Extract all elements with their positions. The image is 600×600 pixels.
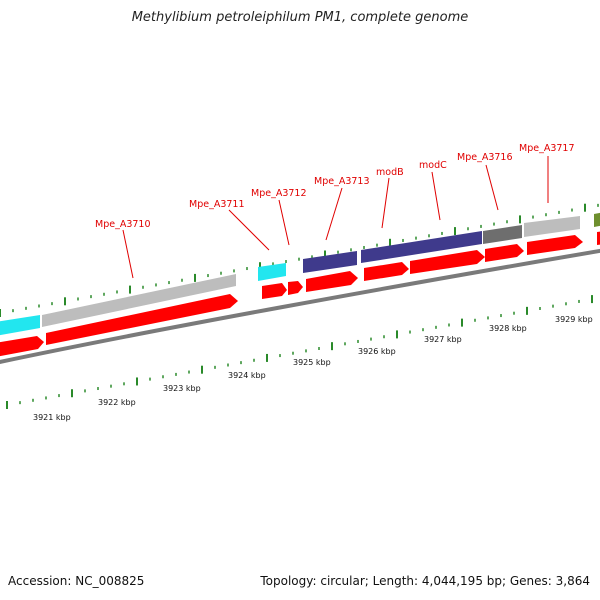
scale-labels: 3921 kbp 3922 kbp 3923 kbp 3924 kbp 3925… — [33, 315, 593, 422]
scale-label-3928: 3928 kbp — [489, 324, 527, 333]
scale-label-3921: 3921 kbp — [33, 413, 71, 422]
scale-label-3924: 3924 kbp — [228, 371, 266, 380]
feature-cyan-left[interactable] — [0, 315, 40, 336]
gene-arrow-left[interactable] — [0, 336, 44, 357]
scale-label-3927: 3927 kbp — [424, 335, 462, 344]
feature-darkgray-3716[interactable] — [483, 225, 522, 244]
topology-summary: Topology: circular; Length: 4,044,195 bp… — [260, 574, 590, 588]
gene-label-3712[interactable]: Mpe_A3712 — [251, 188, 307, 199]
gene-arrow-modC[interactable] — [410, 250, 485, 274]
feature-olive-right[interactable] — [594, 212, 600, 227]
gene-label-3710[interactable]: Mpe_A3710 — [95, 219, 151, 230]
gene-label-modC[interactable]: modC — [419, 160, 447, 171]
feature-cyan-3711[interactable] — [258, 263, 286, 281]
genome-backbone — [0, 248, 600, 364]
gene-arrow-3711[interactable] — [262, 283, 287, 299]
outer-tick-row — [0, 203, 599, 317]
scale-label-3929: 3929 kbp — [555, 315, 593, 324]
gene-label-3716[interactable]: Mpe_A3716 — [457, 152, 513, 163]
gene-labels: Mpe_A3710 Mpe_A3711 Mpe_A3712 Mpe_A3713 … — [95, 143, 575, 230]
feature-gray-3710[interactable] — [42, 274, 236, 327]
gene-arrow-3712[interactable] — [288, 281, 303, 295]
gene-label-3711[interactable]: Mpe_A3711 — [189, 199, 245, 210]
scale-label-3922: 3922 kbp — [98, 398, 136, 407]
gene-track — [0, 231, 600, 357]
gene-arrow-3713[interactable] — [306, 271, 358, 292]
accession-text: Accession: NC_008825 — [8, 574, 145, 588]
scale-label-3925: 3925 kbp — [293, 358, 331, 367]
gene-label-modB[interactable]: modB — [376, 167, 404, 178]
map-title: Methylibium petroleiphilum PM1, complete… — [131, 10, 469, 25]
feature-gray-3717[interactable] — [524, 216, 580, 237]
annotation-track — [0, 212, 600, 336]
gene-arrow-modB[interactable] — [364, 262, 409, 281]
gene-label-3713[interactable]: Mpe_A3713 — [314, 176, 370, 187]
label-leaders — [122, 156, 549, 279]
gene-arrow-3716[interactable] — [485, 244, 524, 262]
gene-label-3717[interactable]: Mpe_A3717 — [519, 143, 575, 154]
scale-label-3926: 3926 kbp — [358, 347, 396, 356]
gene-arrow-3710[interactable] — [46, 294, 238, 345]
gene-arrow-3717[interactable] — [527, 235, 583, 255]
scale-tick-row — [6, 295, 593, 409]
feature-purple-3713[interactable] — [303, 251, 357, 273]
gene-arrow-right[interactable] — [597, 231, 600, 245]
scale-label-3923: 3923 kbp — [163, 384, 201, 393]
feature-purple-modB[interactable] — [361, 231, 482, 263]
